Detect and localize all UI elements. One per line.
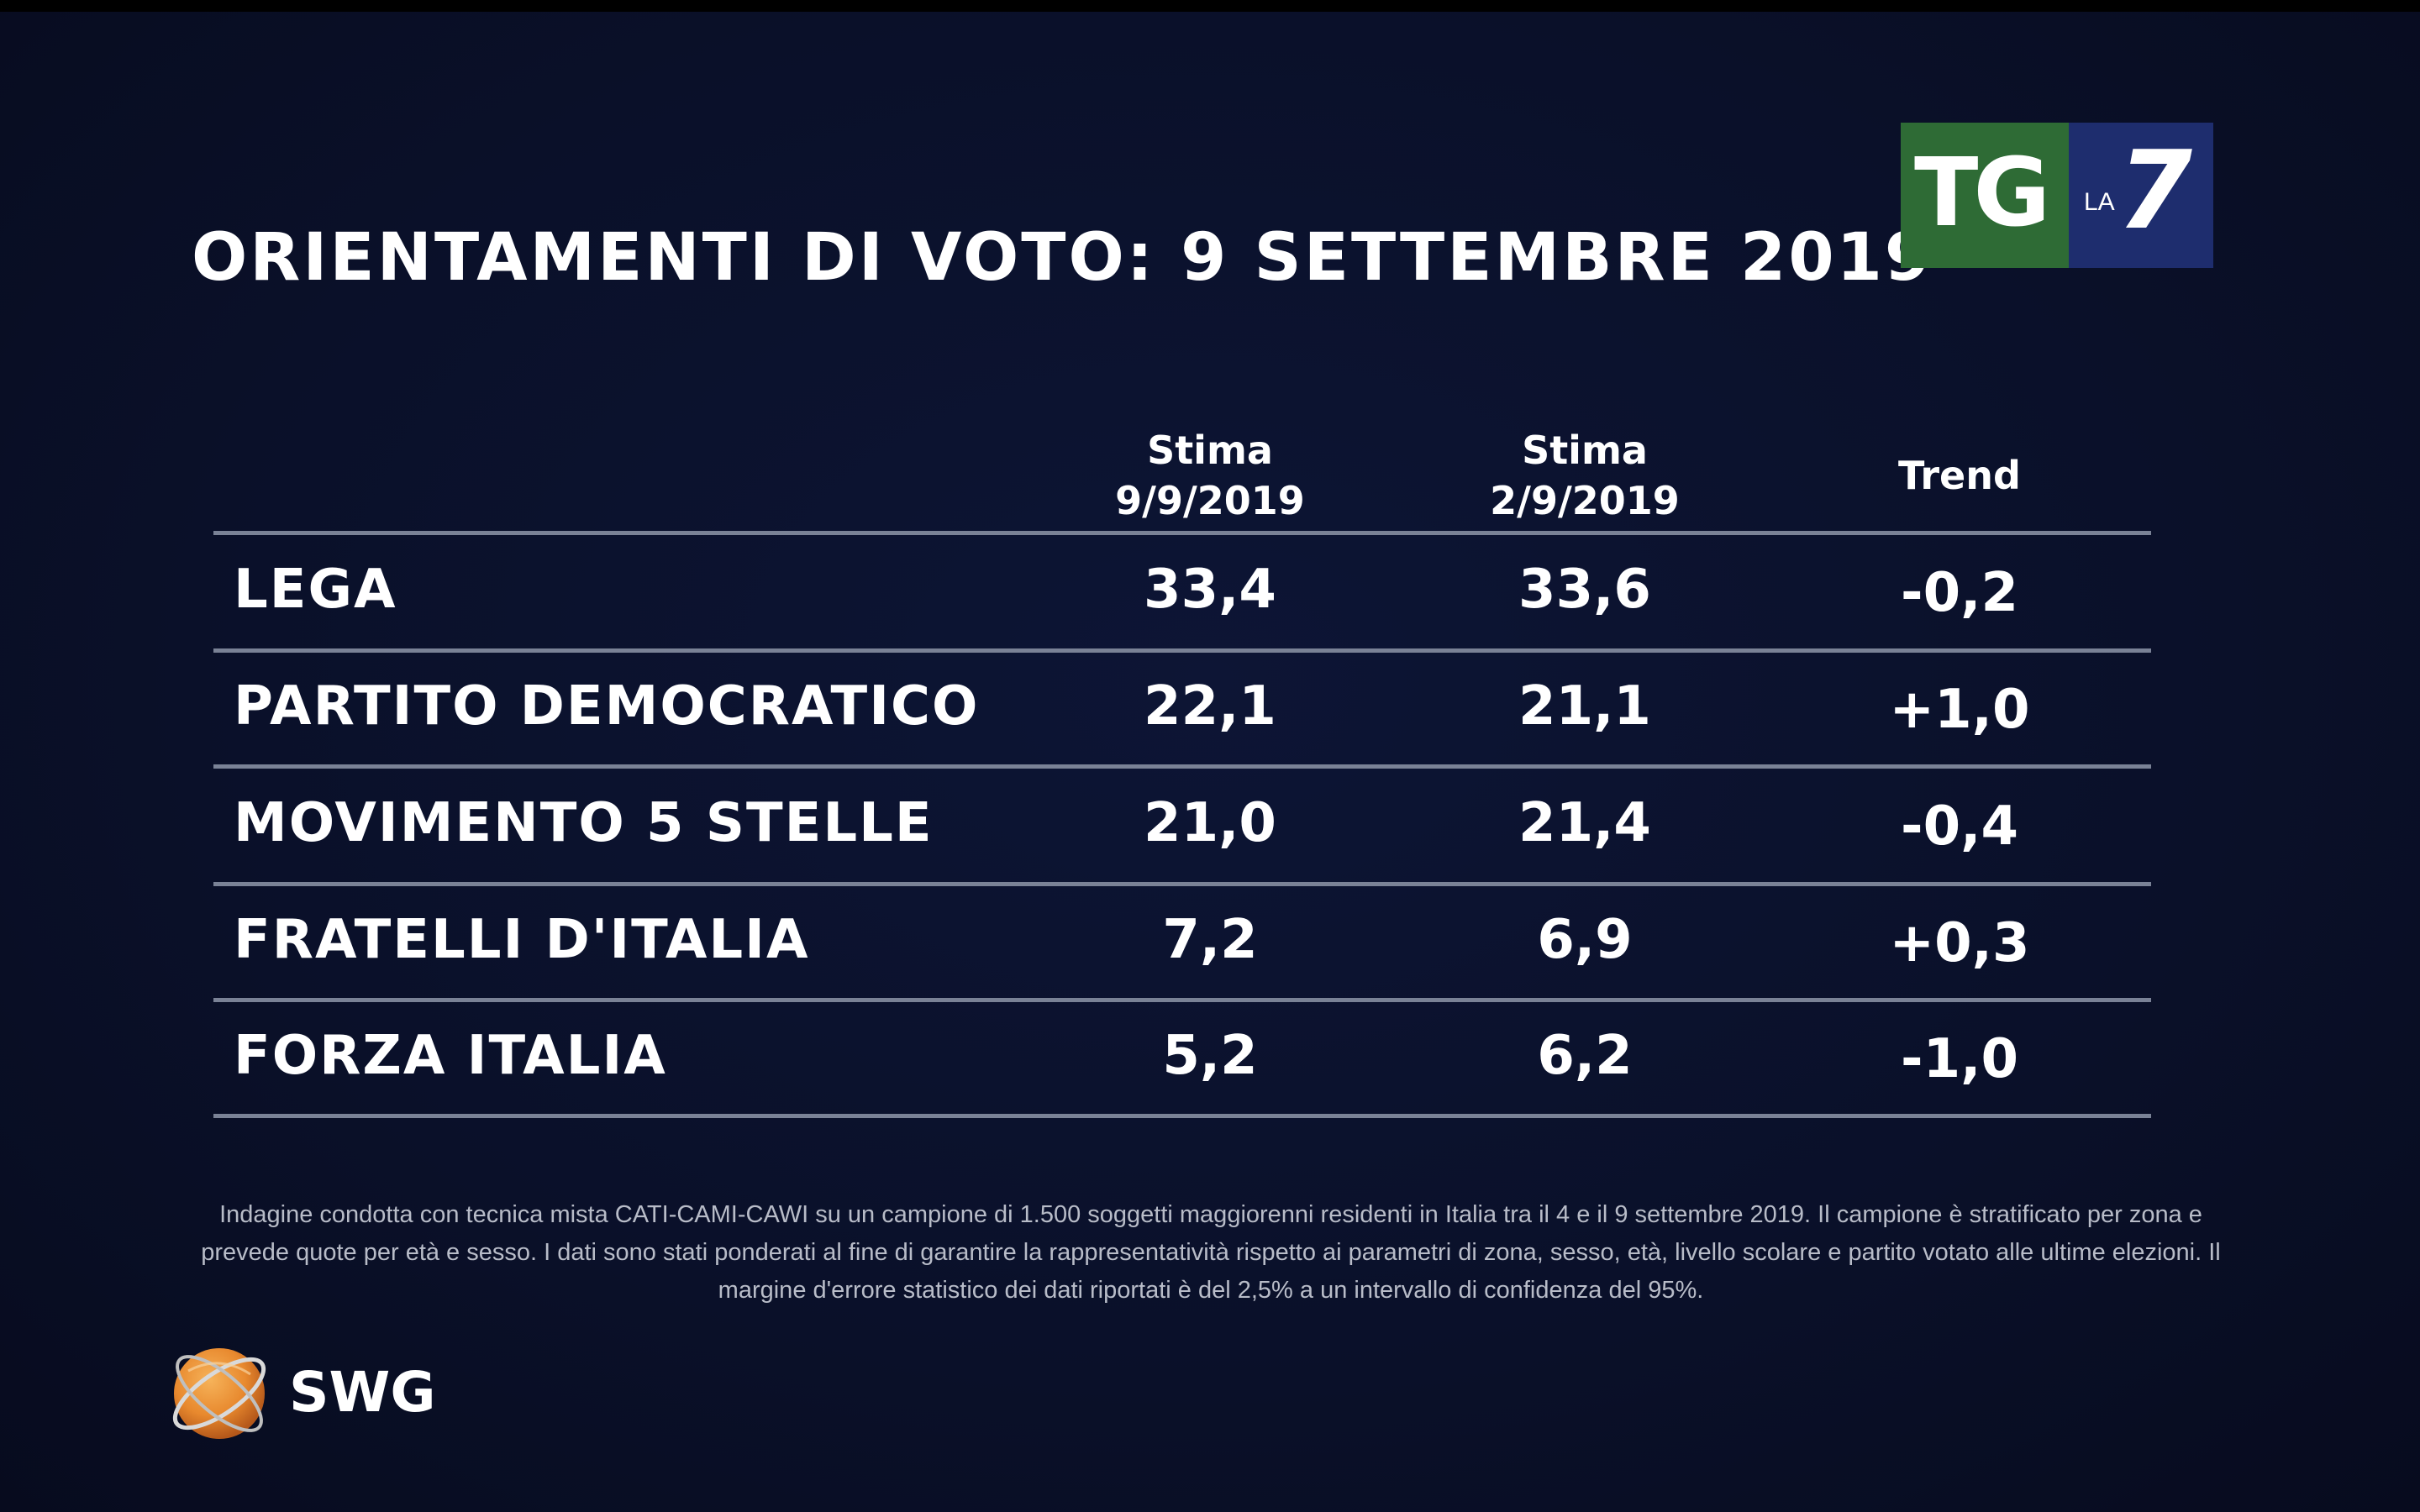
estimate-value: 33,6 bbox=[1518, 559, 1651, 621]
column-header-line1: Stima bbox=[1147, 428, 1273, 473]
trend-value: -0,2 bbox=[1901, 562, 2018, 624]
trend-value: +1,0 bbox=[1889, 679, 2030, 741]
table-rule bbox=[213, 531, 2151, 535]
table-rule bbox=[213, 1114, 2151, 1118]
table-rule bbox=[213, 882, 2151, 886]
estimate-value: 21,0 bbox=[1144, 792, 1276, 854]
logo-la-text: LA bbox=[2084, 188, 2115, 216]
table-rule bbox=[213, 764, 2151, 769]
column-header: Stima 9/9/2019 bbox=[1042, 425, 1378, 526]
estimate-value: 33,4 bbox=[1144, 559, 1276, 621]
column-header: Stima 2/9/2019 bbox=[1417, 425, 1753, 526]
logo-tg-text: TG bbox=[1914, 139, 2050, 248]
party-label: FORZA ITALIA bbox=[234, 1025, 667, 1087]
column-header-line2: 9/9/2019 bbox=[1115, 478, 1305, 523]
logo-green-block: TG bbox=[1901, 123, 2069, 268]
logo-blue-block bbox=[2069, 123, 2213, 268]
trend-value: -1,0 bbox=[1901, 1028, 2018, 1090]
column-header-line2: 2/9/2019 bbox=[1490, 478, 1680, 523]
party-label: FRATELLI D'ITALIA bbox=[234, 909, 810, 971]
swg-globe-icon bbox=[172, 1348, 266, 1439]
party-label: PARTITO DEMOCRATICO bbox=[234, 675, 980, 738]
party-label: LEGA bbox=[234, 559, 397, 621]
table-rule bbox=[213, 998, 2151, 1002]
table-rule bbox=[213, 648, 2151, 653]
page-title: ORIENTAMENTI DI VOTO: 9 SETTEMBRE 2019 bbox=[192, 220, 1933, 296]
estimate-value: 7,2 bbox=[1162, 909, 1258, 971]
estimate-value: 22,1 bbox=[1144, 675, 1276, 738]
column-header: Trend bbox=[1791, 450, 2128, 501]
top-edge bbox=[0, 0, 2420, 12]
column-header-line1: Stima bbox=[1522, 428, 1648, 473]
estimate-value: 6,2 bbox=[1537, 1025, 1633, 1087]
estimate-value: 21,4 bbox=[1518, 792, 1651, 854]
party-label: MOVIMENTO 5 STELLE bbox=[234, 792, 934, 854]
logo-seven-text: 7 bbox=[2118, 129, 2193, 254]
tg-la7-logo: TG LA 7 bbox=[1901, 123, 2213, 268]
trend-value: +0,3 bbox=[1889, 912, 2030, 974]
estimate-value: 5,2 bbox=[1162, 1025, 1258, 1087]
trend-value: -0,4 bbox=[1901, 795, 2018, 858]
estimate-value: 6,9 bbox=[1537, 909, 1633, 971]
swg-logo-text: SWG bbox=[289, 1360, 436, 1425]
estimate-value: 21,1 bbox=[1518, 675, 1651, 738]
methodology-footnote: Indagine condotta con tecnica mista CATI… bbox=[201, 1201, 2221, 1304]
column-header-line1: Trend bbox=[1898, 453, 2021, 498]
